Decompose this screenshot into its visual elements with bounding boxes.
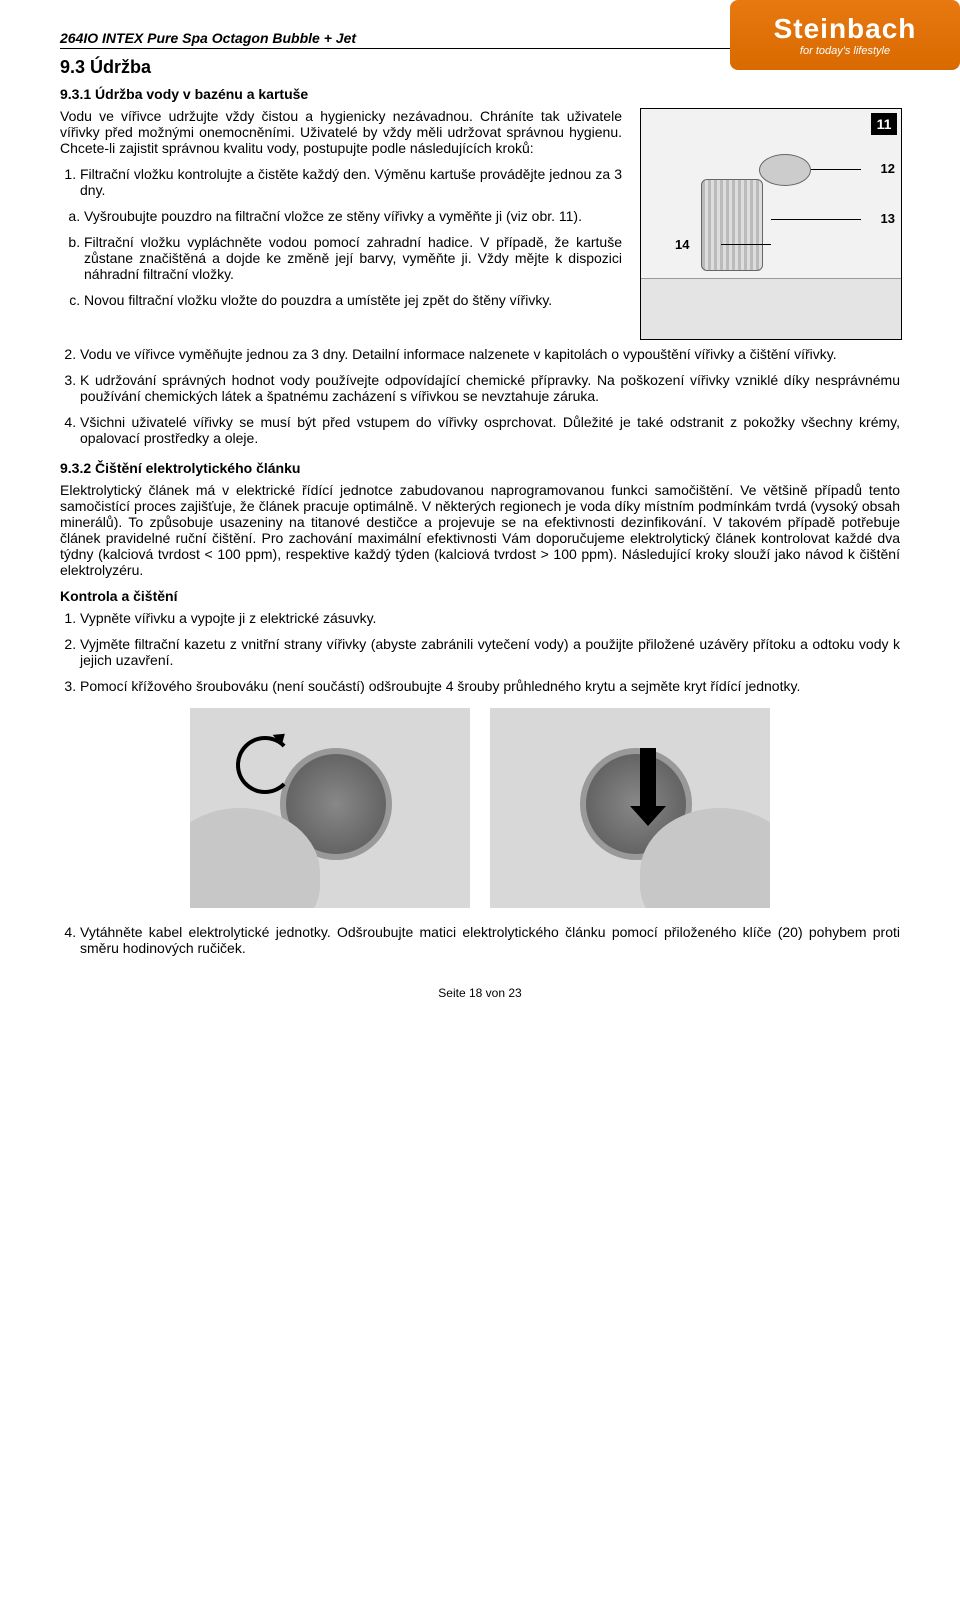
callout-14: 14 xyxy=(675,237,689,252)
step-3: Pomocí křížového šroubováku (není součás… xyxy=(80,678,900,694)
section-9-3-2-title: 9.3.2 Čištění elektrolytického článku xyxy=(60,460,900,476)
step-1: Vypněte vířivku a vypojte ji z elektrick… xyxy=(80,610,900,626)
spa-wall-shape xyxy=(641,278,901,339)
photo-unscrew xyxy=(190,708,470,908)
section-9-3-2-paragraph: Elektrolytický článek má v elektrické ří… xyxy=(60,482,900,578)
list-item-2: Vodu ve vířivce vyměňujte jednou za 3 dn… xyxy=(80,346,900,362)
page-footer: Seite 18 von 23 xyxy=(60,986,900,1000)
list-item-3: K udržování správných hodnot vody použív… xyxy=(80,372,900,404)
step-4: Vytáhněte kabel elektrolytické jednotky.… xyxy=(80,924,900,956)
kontrola-heading: Kontrola a čištění xyxy=(60,588,900,604)
leader-line xyxy=(721,244,771,245)
figure-11: 11 12 13 14 xyxy=(640,108,902,340)
leader-line xyxy=(811,169,861,170)
photo-row xyxy=(60,708,900,908)
brand-name: Steinbach xyxy=(774,13,917,45)
photo-remove-cover xyxy=(490,708,770,908)
filter-cartridge-shape xyxy=(701,179,763,271)
figure-number-badge: 11 xyxy=(871,113,897,135)
step-2: Vyjměte filtrační kazetu z vnitřní stran… xyxy=(80,636,900,668)
list-item-4: Všichni uživatelé vířivky se musí být př… xyxy=(80,414,900,446)
brand-logo: Steinbach for today's lifestyle xyxy=(730,0,960,70)
brand-tagline: for today's lifestyle xyxy=(800,45,890,57)
intro-paragraph: Vodu ve vířivce udržujte vždy čistou a h… xyxy=(60,108,622,156)
list-item-b: Filtrační vložku vypláchněte vodou pomoc… xyxy=(84,234,622,282)
leader-line xyxy=(771,219,861,220)
filter-cap-shape xyxy=(759,154,811,186)
list-item-1: Filtrační vložku kontrolujte a čistěte k… xyxy=(80,166,622,198)
section-9-3-1-title: 9.3.1 Údržba vody v bazénu a kartuše xyxy=(60,86,900,102)
callout-12: 12 xyxy=(881,161,895,176)
callout-13: 13 xyxy=(881,211,895,226)
down-arrow-icon xyxy=(640,748,656,808)
list-item-a: Vyšroubujte pouzdro na filtrační vložce … xyxy=(84,208,622,224)
list-item-c: Novou filtrační vložku vložte do pouzdra… xyxy=(84,292,622,308)
rotation-arrow-icon xyxy=(236,736,294,794)
